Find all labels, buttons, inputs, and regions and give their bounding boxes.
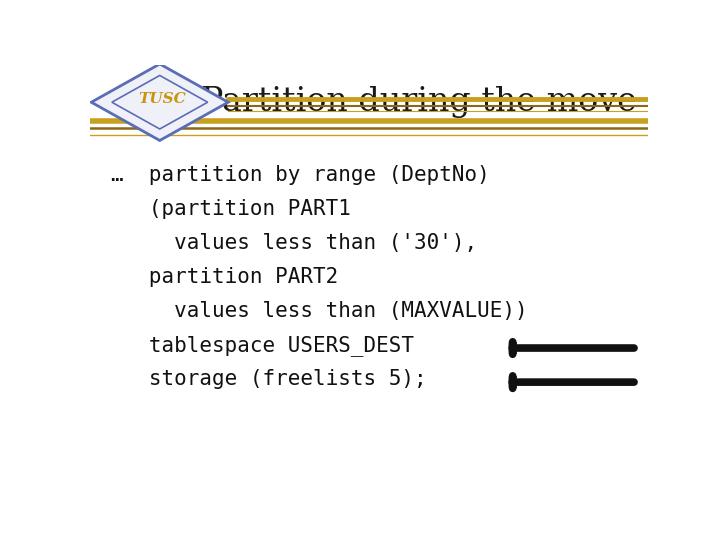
Text: partition PART2: partition PART2	[111, 267, 338, 287]
Text: (partition PART1: (partition PART1	[111, 199, 351, 219]
Text: tablespace USERS_DEST: tablespace USERS_DEST	[111, 335, 414, 356]
Text: values less than ('30'),: values less than ('30'),	[111, 233, 477, 253]
Polygon shape	[91, 64, 228, 140]
Text: …  partition by range (DeptNo): … partition by range (DeptNo)	[111, 165, 490, 185]
Polygon shape	[112, 76, 207, 129]
Text: TUSC: TUSC	[139, 92, 186, 106]
Text: Partition during the move: Partition during the move	[201, 85, 637, 118]
Text: values less than (MAXVALUE)): values less than (MAXVALUE))	[111, 301, 528, 321]
Text: storage (freelists 5);: storage (freelists 5);	[111, 369, 427, 389]
